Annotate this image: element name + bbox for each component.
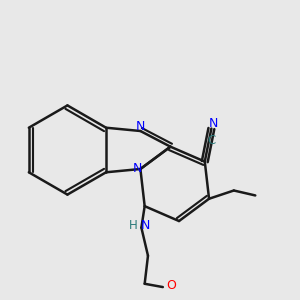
Text: N: N bbox=[141, 220, 150, 232]
Text: O: O bbox=[166, 279, 176, 292]
Text: H: H bbox=[129, 220, 137, 232]
Text: C: C bbox=[207, 134, 215, 147]
Text: N: N bbox=[136, 120, 145, 133]
Text: N: N bbox=[208, 117, 218, 130]
Text: N: N bbox=[132, 163, 142, 176]
